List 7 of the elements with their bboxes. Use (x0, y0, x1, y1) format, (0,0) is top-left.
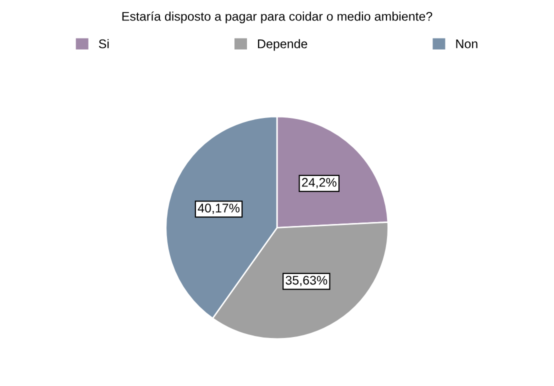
data-label: 24,2% (302, 178, 336, 188)
legend-label: Si (98, 39, 109, 48)
data-label: 35,63% (286, 276, 328, 286)
data-label: 40,17% (198, 204, 240, 214)
legend-label: Depende (258, 39, 308, 51)
legend-label: Non (456, 40, 478, 48)
chart-title: Estaría disposto a pagar para coidar o medio ambiente? (122, 11, 432, 24)
